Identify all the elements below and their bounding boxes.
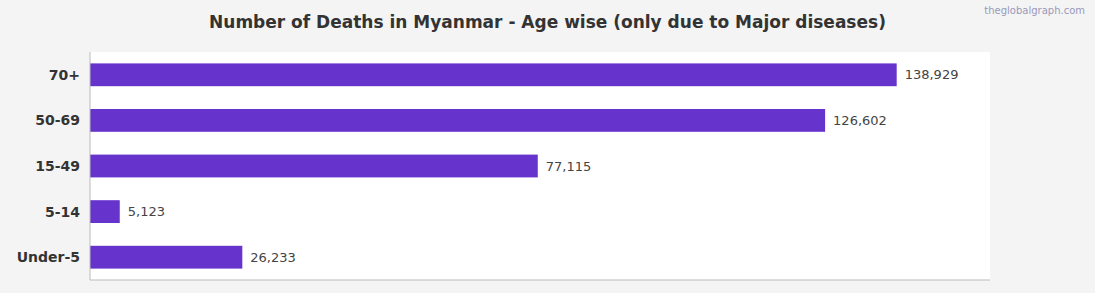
title: Number of Deaths in Myanmar - Age wise (…	[209, 12, 886, 32]
y-tick-label: 5-14	[45, 204, 80, 220]
bars	[90, 63, 897, 268]
bar	[90, 63, 897, 86]
x-axis-line	[90, 280, 990, 281]
y-axis-line	[90, 52, 91, 280]
y-tick-label: 50-69	[35, 112, 80, 128]
data-label: 138,929	[905, 67, 959, 82]
background	[0, 0, 1095, 293]
bar	[90, 109, 825, 132]
bar	[90, 155, 538, 178]
bar	[90, 246, 242, 269]
plot-area	[90, 52, 990, 280]
watermark: theglobalgraph.com	[984, 5, 1085, 16]
bar	[90, 200, 120, 223]
data-label: 5,123	[128, 204, 165, 219]
data-label: 26,233	[250, 250, 296, 265]
data-label: 77,115	[546, 159, 592, 174]
y-tick-label: Under-5	[17, 249, 80, 265]
y-tick-label: 70+	[49, 67, 80, 83]
y-tick-label: 15-49	[35, 158, 80, 174]
data-label: 126,602	[833, 113, 887, 128]
